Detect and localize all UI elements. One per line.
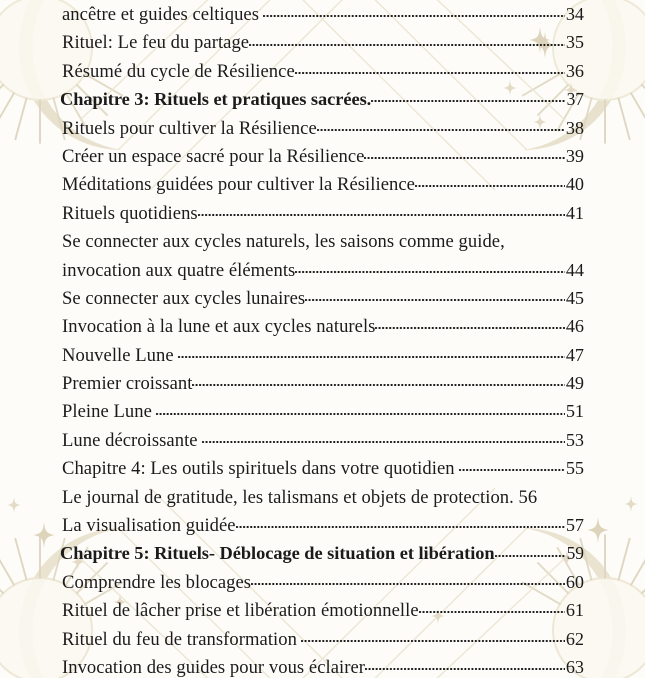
toc-entry-title: Méditations guidées pour cultiver la Rés… xyxy=(62,174,415,196)
toc-entry[interactable]: Invocation à la lune et aux cycles natur… xyxy=(0,316,645,344)
toc-dot-leader xyxy=(300,629,566,645)
toc-entry-title: Invocation à la lune et aux cycles natur… xyxy=(62,316,376,338)
toc-entry-title: Créer un espace sacré pour la Résilience xyxy=(62,145,365,167)
toc-page-number: 38 xyxy=(565,117,584,138)
toc-entry[interactable]: Résumé du cycle de Résilience 36 xyxy=(0,61,645,89)
toc-dot-leader xyxy=(249,32,566,48)
toc-entry-title: Rituel de lâcher prise et libération émo… xyxy=(62,600,419,622)
toc-dot-leader xyxy=(251,572,566,588)
toc-page-number: 34 xyxy=(565,4,584,24)
toc-dot-leader xyxy=(494,543,567,559)
toc-entry-title: Rituels pour cultiver la Résilience xyxy=(62,117,317,139)
toc-dot-leader xyxy=(155,401,566,417)
toc-entry[interactable]: Créer un espace sacré pour la Résilience… xyxy=(0,146,645,174)
toc-entry[interactable]: La visualisation guidée 57 xyxy=(0,515,645,543)
toc-dot-leader xyxy=(295,260,566,276)
toc-dot-leader xyxy=(371,89,566,105)
toc-page-number: 46 xyxy=(565,316,584,337)
toc-entry-title: Comprendre les blocages xyxy=(62,571,252,593)
toc-entry-title: Chapitre 4: Les outils spirituels dans v… xyxy=(62,458,455,480)
toc-entry[interactable]: invocation aux quatre éléments 44 xyxy=(0,260,645,288)
toc-entry-title: ancêtre et guides celtiques xyxy=(62,4,260,25)
toc-page-number: 51 xyxy=(565,401,584,422)
toc-entry[interactable]: Pleine Lune 51 xyxy=(0,401,645,429)
toc-dot-leader xyxy=(305,288,566,304)
toc-dot-leader xyxy=(364,146,566,162)
toc-dot-leader xyxy=(201,430,566,446)
toc-dot-leader xyxy=(197,203,566,219)
toc-page-number: 63 xyxy=(565,656,584,677)
toc-entry[interactable]: Le journal de gratitude, les talismans e… xyxy=(0,487,645,515)
toc-dot-leader xyxy=(192,373,566,389)
toc-entry[interactable]: Chapitre 3: Rituels et pratiques sacrées… xyxy=(0,89,645,117)
toc-entry[interactable]: ancêtre et guides celtiques 34 xyxy=(0,4,645,32)
toc-dot-leader xyxy=(537,487,584,503)
toc-entry-title: Rituel du feu de transformation xyxy=(62,628,297,650)
toc-entry-title: Rituel: Le feu du partage xyxy=(62,32,250,54)
toc-entry[interactable]: Méditations guidées pour cultiver la Rés… xyxy=(0,174,645,202)
toc-page-number: 36 xyxy=(565,60,584,81)
toc-page-number: 37 xyxy=(566,89,584,110)
toc-entry[interactable]: Premier croissant 49 xyxy=(0,373,645,401)
toc-dot-leader xyxy=(505,231,584,247)
toc-entry[interactable]: Se connecter aux cycles lunaires 45 xyxy=(0,288,645,316)
toc-page-number: 47 xyxy=(565,344,584,365)
toc-entry-title: Invocation des guides pour vous éclairer xyxy=(62,656,366,678)
toc-page-number: 62 xyxy=(565,628,584,649)
toc-dot-leader xyxy=(263,4,566,20)
toc-entry[interactable]: Lune décroissante 53 xyxy=(0,430,645,458)
toc-page-number: 49 xyxy=(565,373,584,394)
toc-page-number: 60 xyxy=(565,571,584,592)
toc-page-number: 44 xyxy=(565,259,584,280)
toc-entry-title: Résumé du cycle de Résilience xyxy=(62,60,295,82)
toc-entry-title: invocation aux quatre éléments xyxy=(62,259,296,281)
toc-page-number: 40 xyxy=(565,174,584,195)
toc-entry-title: Le journal de gratitude, les talismans e… xyxy=(62,486,538,508)
toc-entry-title: Pleine Lune xyxy=(62,401,152,423)
toc-page-number: 41 xyxy=(565,202,584,223)
toc-page-number: 35 xyxy=(565,32,584,53)
toc-entry[interactable]: Rituels pour cultiver la Résilience 38 xyxy=(0,118,645,146)
toc-dot-leader xyxy=(375,316,566,332)
toc-dot-leader xyxy=(414,174,566,190)
toc-entry-title: Rituels quotidiens xyxy=(62,202,198,224)
toc-page-number: 39 xyxy=(565,145,584,166)
toc-page-number: 61 xyxy=(565,600,584,621)
toc-dot-leader xyxy=(294,61,566,77)
toc-entry[interactable]: Rituel de lâcher prise et libération émo… xyxy=(0,600,645,628)
toc-dot-leader xyxy=(177,345,566,361)
toc-page-number: 53 xyxy=(565,429,584,450)
toc-entry-title: Nouvelle Lune xyxy=(62,344,174,366)
toc-entry[interactable]: Rituel: Le feu du partage 35 xyxy=(0,32,645,60)
toc-entry[interactable]: Chapitre 4: Les outils spirituels dans v… xyxy=(0,458,645,486)
toc-entry[interactable]: Nouvelle Lune 47 xyxy=(0,345,645,373)
toc-page-number: 55 xyxy=(565,458,584,479)
toc-entry-title: Se connecter aux cycles lunaires xyxy=(62,287,306,309)
toc-page-number: 57 xyxy=(565,515,584,536)
toc-dot-leader xyxy=(235,515,566,531)
toc-page-number: 59 xyxy=(566,543,584,564)
toc-entry-title: Premier croissant xyxy=(62,373,193,395)
toc-entry[interactable]: Se connecter aux cycles naturels, les sa… xyxy=(0,231,645,259)
toc-dot-leader xyxy=(458,458,566,474)
toc-entry[interactable]: Chapitre 5: Rituels- Déblocage de situat… xyxy=(0,543,645,571)
toc-entry[interactable]: Rituels quotidiens 41 xyxy=(0,203,645,231)
toc-entry[interactable]: Rituel du feu de transformation 62 xyxy=(0,629,645,657)
toc-entry-title: Lune décroissante xyxy=(62,429,198,451)
toc-entry-title: Chapitre 5: Rituels- Déblocage de situat… xyxy=(60,543,495,564)
toc-entry-title: La visualisation guidée xyxy=(62,515,236,537)
toc-entry[interactable]: Comprendre les blocages 60 xyxy=(0,572,645,600)
toc-dot-leader xyxy=(316,118,566,134)
toc-page-number: 45 xyxy=(565,287,584,308)
toc-entry-title: Chapitre 3: Rituels et pratiques sacrées… xyxy=(60,89,372,110)
toc-dot-leader xyxy=(418,600,566,616)
toc-entry-title: Se connecter aux cycles naturels, les sa… xyxy=(62,231,505,253)
table-of-contents: ancêtre et guides celtiques 34 Rituel: Le … xyxy=(0,4,645,678)
toc-dot-leader xyxy=(365,657,566,673)
toc-entry[interactable]: Invocation des guides pour vous éclairer… xyxy=(0,657,645,678)
